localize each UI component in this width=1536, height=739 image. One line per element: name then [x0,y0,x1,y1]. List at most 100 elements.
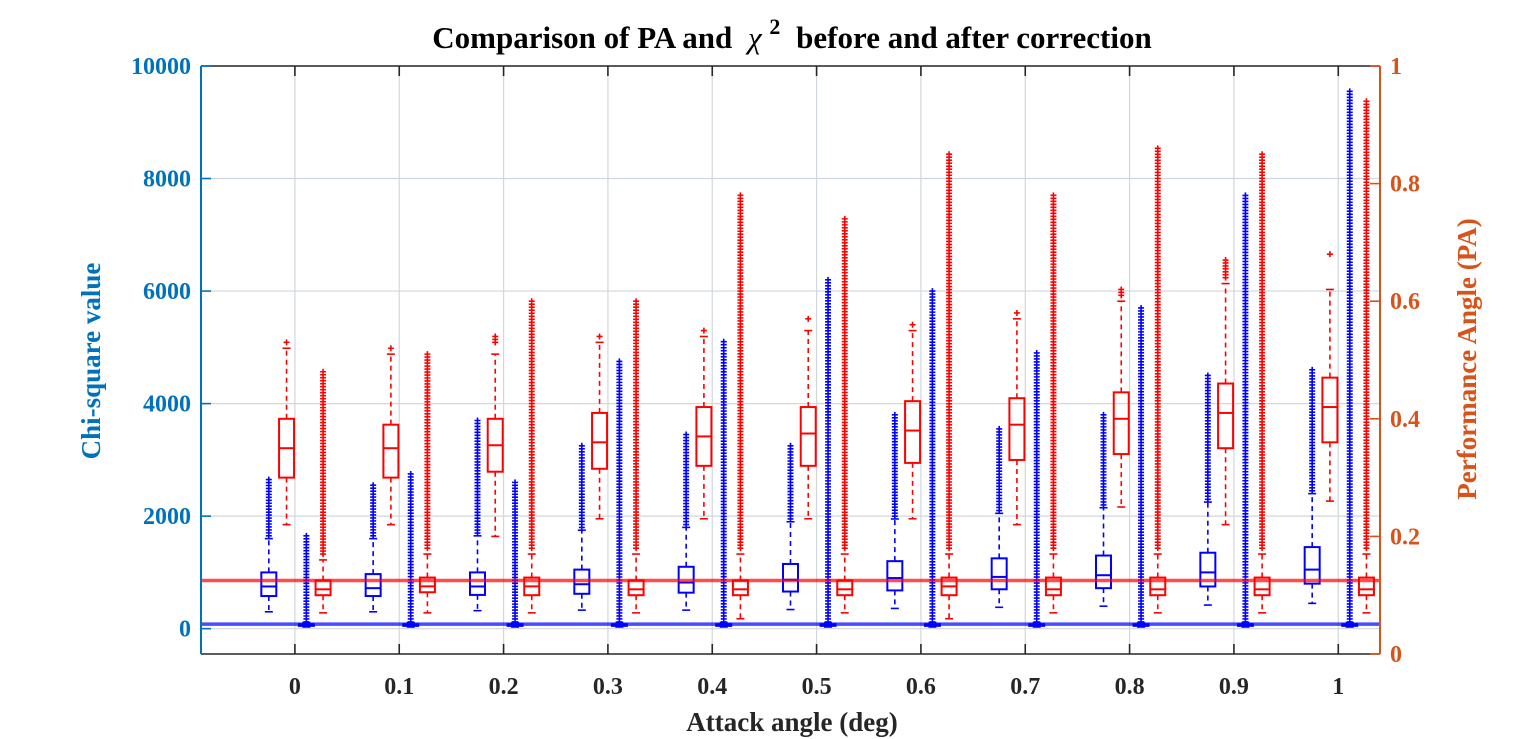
box-item [314,368,332,614]
box-outliers [909,321,916,328]
reference-lines [201,578,1380,626]
chart-title-suffix: before and after correction [796,20,1152,55]
box-outliers [1326,251,1333,258]
left-y-tick-label: 6000 [143,279,191,305]
x-tick-label: 0.5 [802,674,832,700]
box-series [278,251,1339,538]
box-outliers [1204,372,1211,503]
box-item [1008,309,1026,526]
chart-title: Comparison of PA and χ 2 before and afte… [432,6,1151,55]
box-rect [904,400,922,464]
box-rect [418,576,436,594]
box-outliers [1050,192,1057,552]
box-item [1149,145,1167,614]
left-y-tick-label: 8000 [143,167,191,193]
box-rect [1044,576,1062,597]
box-item [1112,286,1130,508]
x-tick-label: 0.7 [1010,674,1040,700]
x-tick-label: 0.6 [906,674,936,700]
box-item [731,192,749,620]
box-item [886,411,904,610]
box-rect [782,562,799,593]
x-tick-label: 0.9 [1219,674,1249,700]
box-item [486,333,504,538]
box-outliers [805,315,812,322]
right-y-tick-label: 0 [1390,642,1402,668]
left-y-tick-label: 4000 [143,392,191,418]
left-y-tick-label: 10000 [131,54,191,80]
right-y-tick-label: 0.4 [1390,407,1420,433]
grid-lines [201,65,1380,654]
box-outliers [787,442,794,522]
axis-ticks: 0 0.1 0.2 0.3 0.4 0.5 0.6 0.7 0.8 0.9 1 0 2000 4000 60… [131,54,1420,700]
box-item [1253,151,1271,614]
box-outliers [1154,145,1161,552]
box-outliers [616,358,623,625]
box-rect [1303,546,1321,585]
box-rect [1095,554,1113,590]
box-outliers [265,476,272,539]
box-outliers [407,470,414,625]
right-y-axis-label: Performance Angle (PA) [1452,218,1482,499]
box-rect [260,571,278,598]
box-series [314,98,1375,620]
box-outliers [720,338,727,625]
right-y-tick-label: 0.2 [1390,524,1420,550]
box-rect [990,557,1008,591]
box-outliers [1033,349,1040,625]
box-rect [1357,576,1375,597]
box-outliers [303,532,310,625]
box-item [260,476,278,613]
box-rect [1217,382,1235,450]
box-outliers [1363,98,1370,552]
box-item [990,425,1008,609]
box-item [1095,411,1113,607]
chart-title-chi-symbol: χ [745,20,763,55]
x-tick-label: 1 [1332,674,1344,700]
box-item [904,321,922,520]
chart-title-superscript: 2 [769,14,780,39]
box-rect [1321,376,1339,444]
x-tick-label: 0.4 [697,674,727,700]
box-outliers [683,431,690,528]
x-tick-label: 0.8 [1115,674,1145,700]
x-tick-label: 0.3 [593,674,623,700]
box-item [677,431,695,611]
box-rect [1008,397,1026,461]
box-item [799,315,817,520]
box-outliers [528,298,535,552]
box-item [1044,192,1062,614]
box-item [364,482,382,613]
x-tick-label: 0.1 [384,674,414,700]
box-outliers [929,288,936,625]
box-outliers [1013,309,1020,316]
right-y-tick-label: 0.8 [1390,172,1420,198]
box-rect [886,560,904,592]
box-item [523,298,541,614]
box-outliers [996,425,1003,514]
chart-title-prefix: Comparison of PA and [432,20,732,55]
box-outliers [841,215,848,552]
right-y-tick-label: 0.6 [1390,289,1420,315]
box-item [278,339,296,526]
box-rect [468,571,486,596]
box-outliers [825,276,832,625]
right-y-tick-label: 1 [1390,54,1402,80]
box-outliers [891,411,898,520]
box-outliers [1118,286,1125,299]
box-item [382,345,400,526]
box-item [1236,192,1254,628]
box-item [1217,257,1235,526]
left-y-tick-label: 2000 [143,504,191,530]
box-outliers [633,298,640,552]
box-rect [382,423,400,479]
box-outliers [1242,192,1249,625]
box-rect [1149,576,1167,597]
box-outliers [737,192,744,552]
box-item [836,215,854,614]
x-tick-label: 0 [289,674,301,700]
box-outliers [474,417,481,537]
box-series [260,366,1321,613]
